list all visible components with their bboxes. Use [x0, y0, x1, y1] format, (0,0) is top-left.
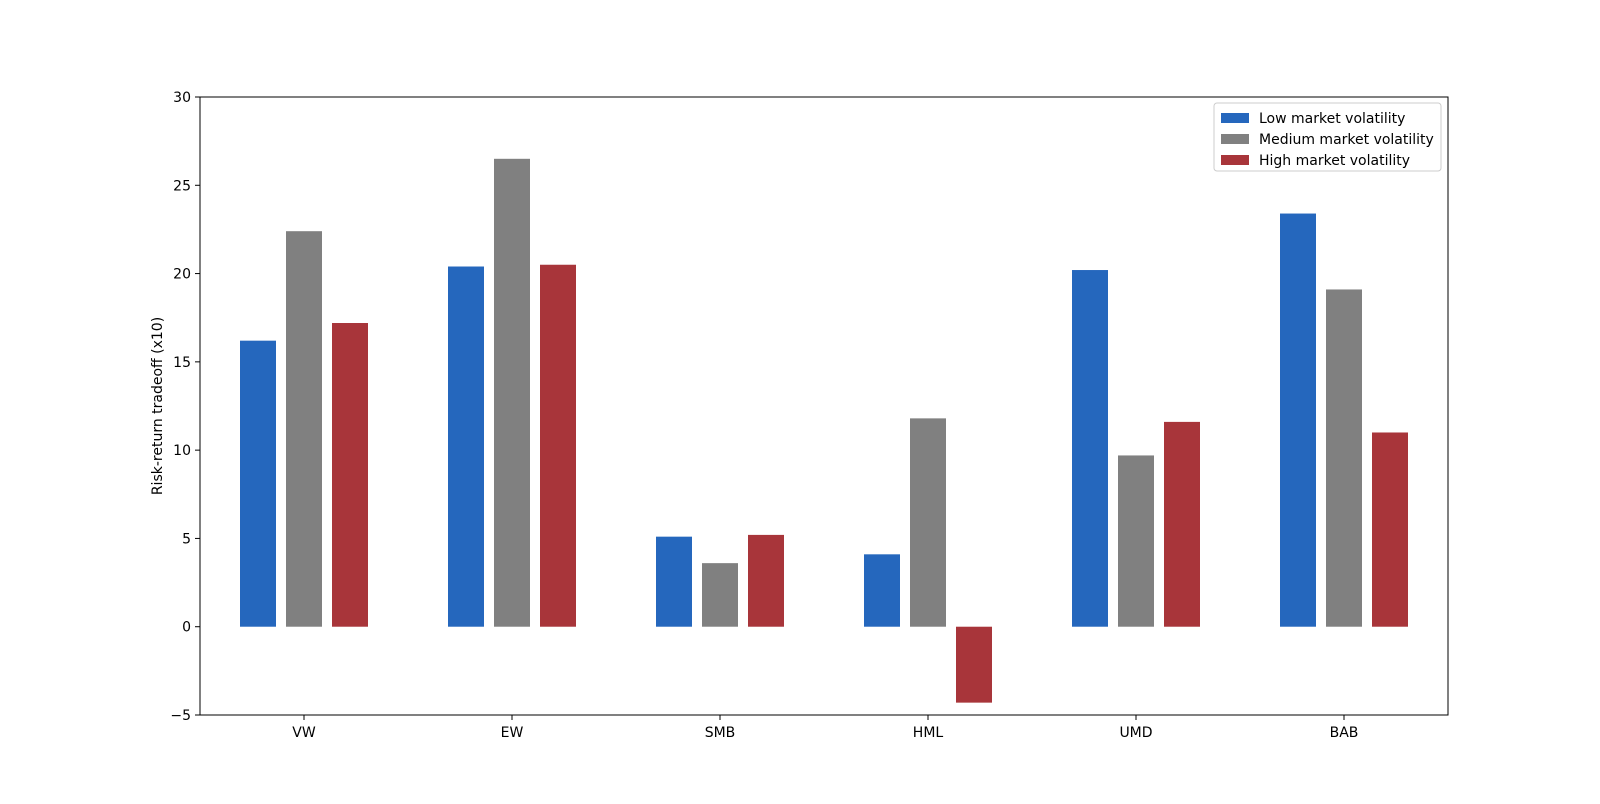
bar-ew-1: [448, 266, 484, 627]
x-tick-label: BAB: [1330, 725, 1359, 741]
bar-vw-3: [332, 323, 368, 627]
bar-smb-3: [748, 534, 784, 627]
legend-box: [1213, 102, 1442, 172]
y-tick-label: 20: [173, 267, 191, 283]
bar-smb-1: [656, 536, 692, 627]
bar-bab-3: [1372, 432, 1408, 627]
bar-vw-2: [286, 231, 322, 627]
x-tick-label: SMB: [705, 725, 736, 741]
x-tick-label: HML: [913, 725, 944, 741]
y-axis-label: Risk-return tradeoff (x10): [150, 317, 166, 495]
bar-umd-1: [1072, 270, 1108, 627]
bar-smb-2: [702, 563, 738, 627]
bar-bab-1: [1280, 213, 1316, 627]
bar-umd-3: [1164, 421, 1200, 627]
legend: Low market volatility Medium market volat…: [1213, 102, 1442, 172]
bar-ew-2: [494, 158, 530, 627]
y-tick-label: 10: [173, 443, 191, 459]
y-tick-label: 25: [173, 178, 191, 194]
bar-umd-2: [1118, 455, 1154, 627]
legend-swatch: [1221, 134, 1249, 144]
bar-vw-1: [240, 340, 276, 627]
y-tick-label: 5: [182, 531, 191, 547]
x-tick-label: UMD: [1119, 725, 1152, 741]
x-axis: VW EW SMB HML UMD BAB: [292, 715, 1358, 741]
bars-layer: [240, 158, 1408, 703]
bar-hml-3: [956, 626, 992, 703]
plot-frame: [199, 96, 1449, 716]
y-tick-label: 15: [173, 355, 191, 371]
legend-label: High market volatility: [1259, 153, 1410, 169]
y-axis: −5 0 5 10 15 20 25 30: [170, 90, 200, 724]
legend-swatch: [1221, 155, 1249, 165]
bar-hml-2: [910, 418, 946, 627]
x-tick-label: VW: [292, 725, 316, 741]
x-tick-label: EW: [501, 725, 524, 741]
bar-hml-1: [864, 554, 900, 627]
legend-swatch: [1221, 113, 1249, 123]
y-tick-label: 30: [173, 90, 191, 106]
y-tick-label: −5: [170, 708, 191, 724]
y-tick-label: 0: [182, 620, 191, 636]
bar-bab-2: [1326, 289, 1362, 627]
legend-label: Medium market volatility: [1259, 132, 1434, 148]
bar-ew-3: [540, 264, 576, 627]
legend-label: Low market volatility: [1259, 111, 1405, 127]
